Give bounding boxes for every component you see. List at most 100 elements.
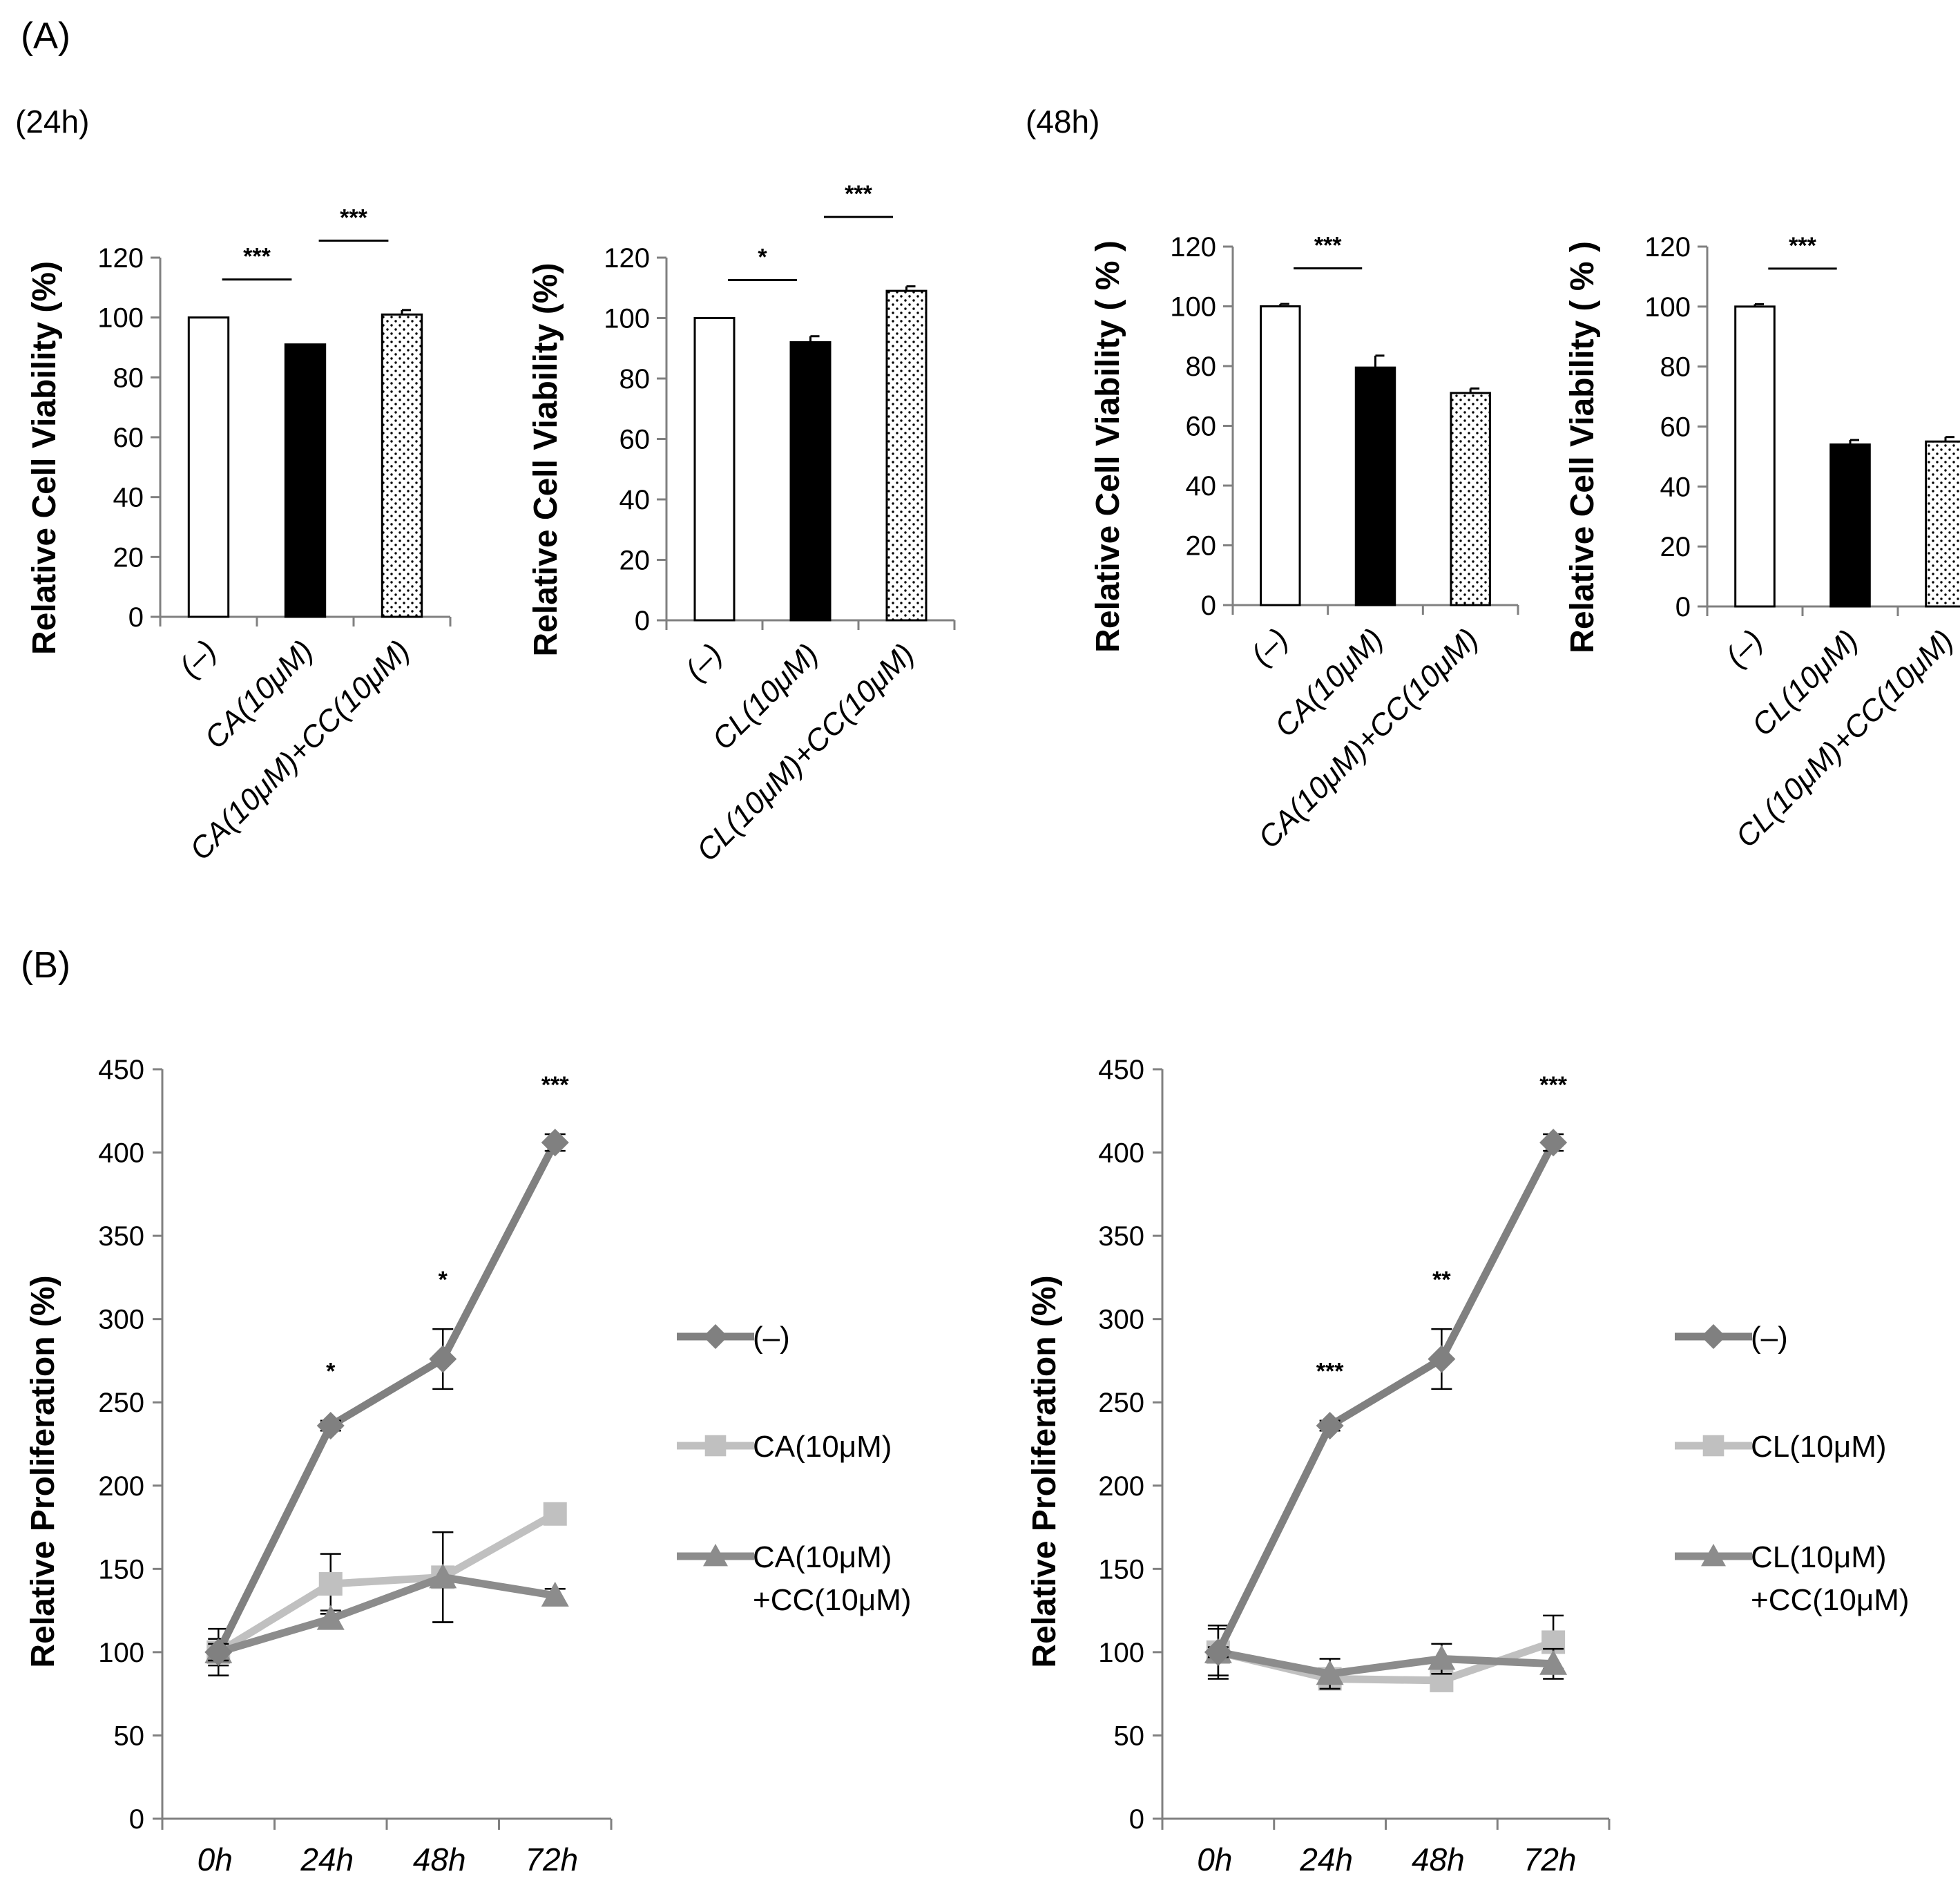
bar xyxy=(789,341,832,622)
time-label-48h: (48h) xyxy=(1026,104,1099,140)
category-label: (–) xyxy=(173,633,223,684)
y-tick-label: 0 xyxy=(1675,592,1691,622)
square-marker xyxy=(704,1435,727,1457)
legend-label: +CC(10μM) xyxy=(1751,1583,1910,1617)
y-tick-label: 0 xyxy=(635,606,650,636)
x-tick-label: 48h xyxy=(1412,1842,1465,1877)
bar xyxy=(1450,392,1491,606)
bar xyxy=(1260,305,1301,606)
bar xyxy=(187,316,230,618)
bar-chart-24h-cl: 0 20 40 60 80 100 120 Relative Cell Viability (… xyxy=(528,181,956,868)
triangle-marker xyxy=(1316,1660,1344,1685)
diamond-marker xyxy=(1428,1345,1456,1373)
y-tick-label: 200 xyxy=(98,1471,144,1502)
significance-label: *** xyxy=(243,244,271,270)
triangle-marker xyxy=(1428,1645,1456,1670)
y-tick-label: 100 xyxy=(98,1638,144,1668)
diamond-marker xyxy=(1316,1411,1344,1439)
series-line xyxy=(215,1140,559,1654)
bar-chart-48h-ca: 0 20 40 60 80 100 120 Relative Cell Viability (… xyxy=(1090,232,1519,855)
y-tick-label: 60 xyxy=(113,423,144,453)
square-marker xyxy=(1702,1435,1724,1457)
y-tick-label: 60 xyxy=(1186,412,1217,442)
y-tick-label: 300 xyxy=(98,1305,144,1335)
y-tick-label: 200 xyxy=(1098,1471,1144,1502)
y-tick-label: 60 xyxy=(619,425,651,455)
bar xyxy=(1829,443,1871,608)
y-tick-label: 80 xyxy=(1186,352,1217,382)
diamond-marker xyxy=(1539,1129,1568,1157)
triangle-marker xyxy=(703,1544,728,1567)
x-tick-label: 72h xyxy=(1524,1842,1577,1877)
y-tick-label: 400 xyxy=(1098,1138,1144,1169)
significance-label: * xyxy=(439,1267,448,1293)
y-tick-label: 0 xyxy=(128,602,144,633)
y-tick-label: 20 xyxy=(113,542,144,573)
bar xyxy=(1734,305,1776,608)
y-tick-label: 150 xyxy=(1098,1554,1144,1585)
y-axis-title: Relative Proliferation (%) xyxy=(1026,1275,1063,1667)
y-axis-title: Relative Cell Viability (%) xyxy=(26,261,63,655)
y-tick-label: 100 xyxy=(1644,292,1691,323)
y-tick-label: 100 xyxy=(1098,1638,1144,1668)
bar xyxy=(1925,440,1960,608)
x-tick-label: 0h xyxy=(198,1842,233,1877)
y-tick-label: 300 xyxy=(1098,1305,1144,1335)
panel-b-label: (B) xyxy=(21,944,70,986)
y-tick-label: 0 xyxy=(129,1804,144,1835)
line-chart-proliferation-ca: 0 50 100 150 200 250 300 350 400 450 0h 24h 48h 72h Re… xyxy=(25,1055,912,1877)
y-axis-title: Relative Proliferation (%) xyxy=(25,1275,61,1667)
significance-label: *** xyxy=(1316,1359,1344,1385)
y-tick-label: 100 xyxy=(97,303,144,334)
triangle-marker xyxy=(1539,1649,1568,1675)
significance-label: *** xyxy=(1789,233,1816,259)
y-tick-label: 60 xyxy=(1660,412,1691,443)
y-tick-label: 450 xyxy=(98,1055,144,1085)
significance-label: *** xyxy=(1314,233,1342,259)
y-axis-title: Relative Cell Viability ( % ) xyxy=(1564,241,1601,653)
y-tick-label: 150 xyxy=(98,1554,144,1585)
y-tick-label: 20 xyxy=(1660,532,1691,562)
bar-chart-48h-cl: 0 20 40 60 80 100 120 Relative Cell Viability (… xyxy=(1564,232,1960,854)
y-tick-label: 80 xyxy=(113,363,144,393)
y-tick-label: 350 xyxy=(1098,1221,1144,1252)
diamond-marker xyxy=(541,1129,569,1157)
y-tick-label: 20 xyxy=(1186,531,1217,562)
significance-label: *** xyxy=(1539,1072,1567,1098)
y-tick-label: 120 xyxy=(1170,232,1216,262)
y-tick-label: 40 xyxy=(113,483,144,513)
bar xyxy=(381,313,423,618)
y-tick-label: 50 xyxy=(114,1721,145,1751)
significance-label: *** xyxy=(340,204,367,231)
bar xyxy=(1354,366,1396,606)
significance-label: * xyxy=(326,1359,336,1385)
diamond-marker xyxy=(703,1324,728,1349)
x-tick-label: 72h xyxy=(525,1842,578,1877)
y-tick-label: 350 xyxy=(98,1221,144,1252)
legend-label: CA(10μM) xyxy=(753,1540,892,1574)
square-marker xyxy=(543,1502,567,1526)
line-chart-proliferation-cl: 0 50 100 150 200 250 300 350 400 450 0h 24h 48h 72h Re… xyxy=(1026,1055,1910,1877)
y-tick-label: 250 xyxy=(1098,1388,1144,1418)
triangle-marker xyxy=(541,1581,569,1607)
significance-label: *** xyxy=(845,181,872,207)
y-tick-label: 80 xyxy=(1660,352,1691,383)
series-line xyxy=(1214,1140,1557,1654)
category-label: (–) xyxy=(1245,622,1295,672)
triangle-marker xyxy=(1701,1544,1726,1567)
legend-label: CL(10μM) xyxy=(1751,1430,1887,1464)
y-tick-label: 50 xyxy=(1114,1721,1145,1751)
category-label: (–) xyxy=(1719,623,1769,673)
bar xyxy=(885,289,928,622)
diamond-marker xyxy=(316,1411,345,1439)
legend-label: (–) xyxy=(753,1321,790,1355)
square-marker xyxy=(318,1572,343,1596)
significance-label: *** xyxy=(541,1072,569,1098)
y-tick-label: 120 xyxy=(97,243,144,274)
y-tick-label: 40 xyxy=(1186,471,1217,501)
series-0 xyxy=(1204,1129,1568,1666)
y-tick-label: 40 xyxy=(1660,472,1691,502)
y-axis-title: Relative Cell Viability ( % ) xyxy=(1090,240,1126,653)
y-tick-label: 40 xyxy=(619,485,651,515)
